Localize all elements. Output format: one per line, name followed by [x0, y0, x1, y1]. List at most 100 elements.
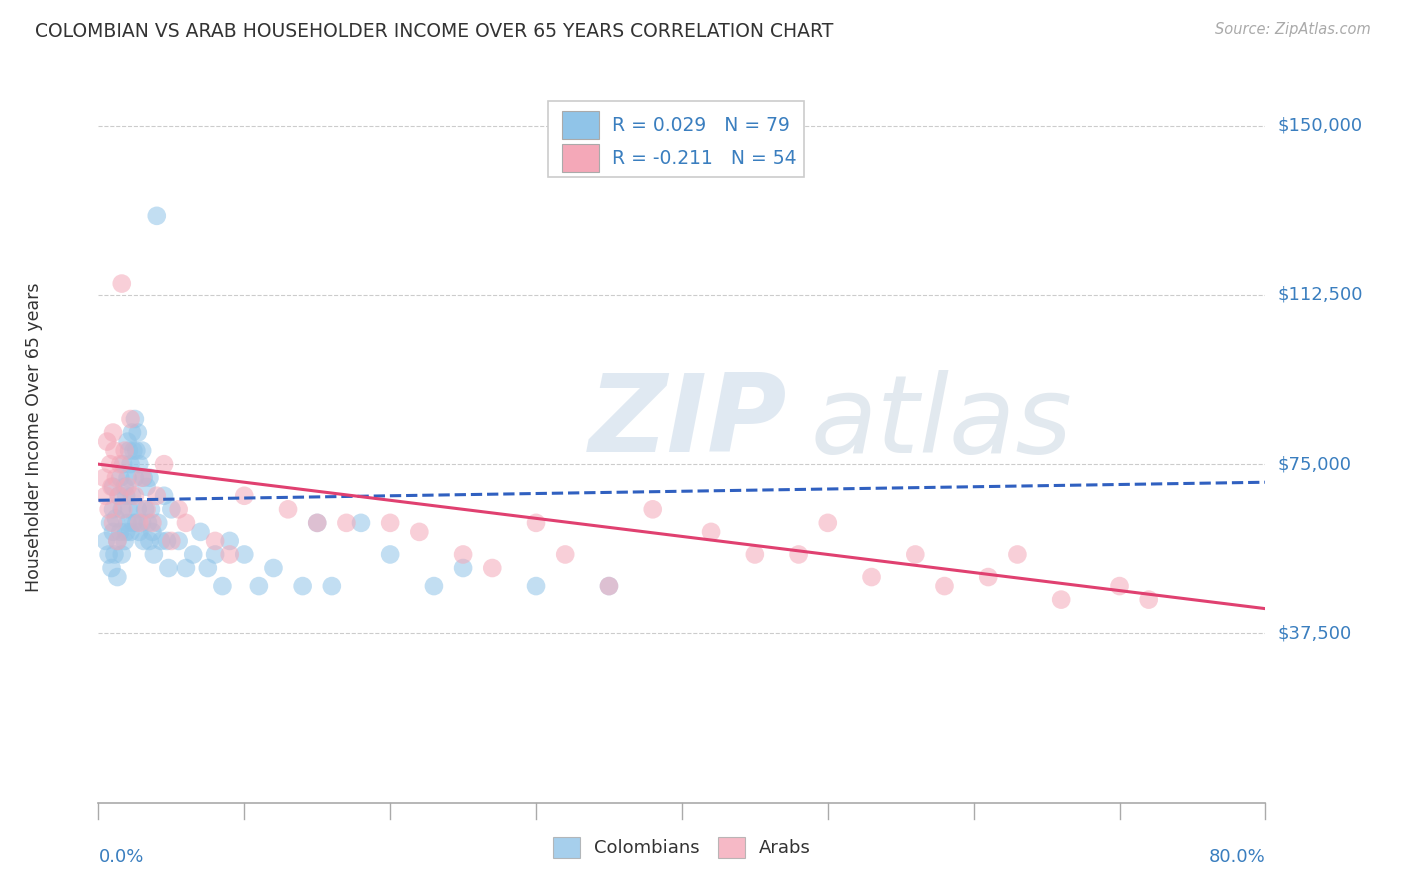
Point [481, 561, 503, 575]
Point [112, 502, 135, 516]
Point [96, 434, 118, 449]
Point [136, 516, 159, 530]
Point [108, 489, 131, 503]
FancyBboxPatch shape [548, 101, 804, 178]
Point [160, 533, 183, 548]
Point [120, 457, 142, 471]
Point [111, 502, 134, 516]
Point [115, 524, 138, 539]
Point [904, 548, 927, 562]
Point [423, 579, 446, 593]
Point [120, 412, 142, 426]
Text: Source: ZipAtlas.com: Source: ZipAtlas.com [1215, 22, 1371, 37]
Point [190, 524, 212, 539]
Point [111, 277, 134, 291]
Text: $112,500: $112,500 [1277, 285, 1362, 304]
Point [103, 548, 125, 562]
Point [124, 489, 146, 503]
Point [93, 471, 115, 485]
Point [125, 516, 148, 530]
Text: 0.0%: 0.0% [98, 848, 143, 866]
Point [139, 502, 162, 516]
Point [218, 548, 240, 562]
Point [174, 561, 197, 575]
Point [160, 502, 183, 516]
Point [105, 533, 128, 548]
Point [146, 209, 169, 223]
Text: atlas: atlas [810, 370, 1073, 475]
Point [110, 471, 132, 485]
Point [101, 480, 124, 494]
Text: COLOMBIAN VS ARAB HOUSEHOLDER INCOME OVER 65 YEARS CORRELATION CHART: COLOMBIAN VS ARAB HOUSEHOLDER INCOME OVE… [35, 22, 834, 41]
Point [127, 425, 149, 440]
Point [291, 579, 314, 593]
Point [121, 425, 143, 440]
Point [125, 443, 148, 458]
Point [117, 471, 139, 485]
Point [146, 489, 169, 503]
Point [105, 533, 128, 548]
Point [114, 533, 136, 548]
Point [204, 533, 226, 548]
Point [134, 502, 156, 516]
Point [141, 524, 163, 539]
Point [131, 471, 153, 485]
Point [110, 524, 132, 539]
Text: R = 0.029   N = 79: R = 0.029 N = 79 [612, 116, 790, 135]
Point [101, 524, 124, 539]
Point [141, 516, 163, 530]
Point [451, 561, 474, 575]
Point [148, 516, 170, 530]
Point [1050, 592, 1073, 607]
Point [108, 489, 131, 503]
Point [408, 524, 430, 539]
Point [111, 548, 134, 562]
Point [104, 471, 127, 485]
Point [1137, 592, 1160, 607]
Text: $75,000: $75,000 [1277, 455, 1351, 473]
Point [98, 457, 121, 471]
Point [153, 489, 176, 503]
Point [277, 502, 299, 516]
Point [101, 502, 124, 516]
Text: Householder Income Over 65 years: Householder Income Over 65 years [25, 283, 44, 591]
Point [641, 502, 664, 516]
Point [598, 579, 620, 593]
Text: $37,500: $37,500 [1277, 624, 1351, 642]
Point [110, 457, 132, 471]
Point [157, 561, 180, 575]
Point [350, 516, 373, 530]
Point [167, 502, 190, 516]
Point [156, 533, 179, 548]
Point [117, 434, 139, 449]
Point [977, 570, 1000, 584]
Text: 80.0%: 80.0% [1209, 848, 1265, 866]
Point [117, 516, 139, 530]
Point [167, 533, 190, 548]
Point [114, 443, 136, 458]
Point [218, 533, 240, 548]
Point [131, 443, 153, 458]
Point [114, 480, 136, 494]
Point [121, 489, 143, 503]
Point [132, 471, 155, 485]
Point [135, 502, 157, 516]
Point [104, 511, 127, 525]
Point [233, 548, 256, 562]
Point [117, 480, 139, 494]
Point [100, 480, 122, 494]
Point [131, 516, 153, 530]
Point [124, 412, 146, 426]
Point [127, 502, 149, 516]
Point [122, 516, 145, 530]
Point [112, 457, 135, 471]
Point [100, 561, 122, 575]
Point [860, 570, 883, 584]
Text: R = -0.211   N = 54: R = -0.211 N = 54 [612, 149, 797, 168]
Point [128, 524, 150, 539]
Point [380, 516, 402, 530]
Point [118, 502, 141, 516]
Point [153, 457, 176, 471]
Point [554, 548, 576, 562]
Point [142, 548, 165, 562]
